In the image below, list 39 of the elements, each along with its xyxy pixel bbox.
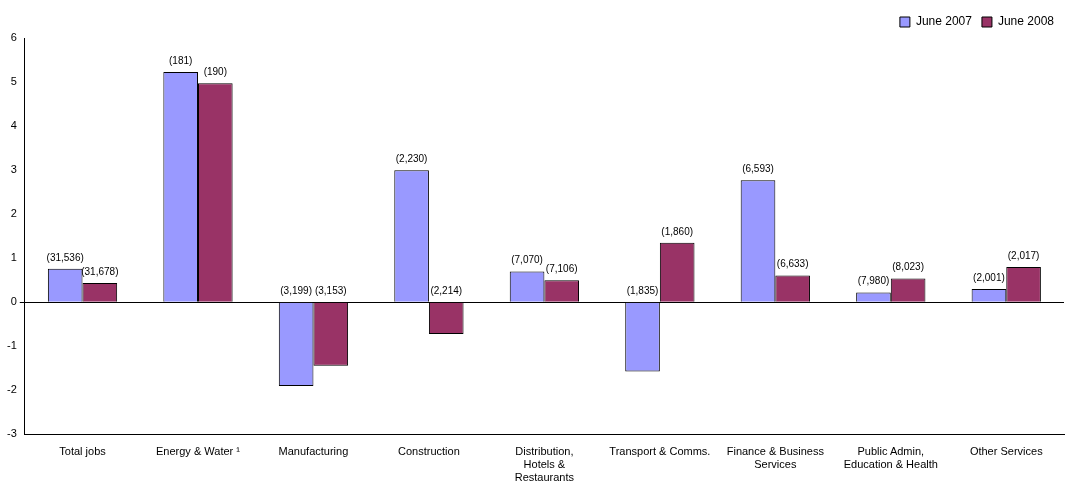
annotation: (1,835) — [626, 285, 659, 297]
annotation: (2,214) — [430, 285, 463, 297]
y-tick-label: -1 — [7, 339, 17, 352]
x-tick-label: Finance & Business Services — [726, 445, 825, 471]
annotation: (2,017) — [1007, 249, 1040, 261]
annotation: (6,593) — [742, 163, 774, 175]
x-tick-label: Manufacturing — [278, 445, 349, 458]
x-tick-label: Public Admin, Education & Health — [843, 445, 938, 471]
annotation: (2,001) — [973, 271, 1005, 283]
annotation: (190) — [203, 66, 227, 78]
legend-label: June 2007 — [915, 14, 973, 29]
annotation: (1,860) — [661, 225, 694, 237]
x-tick-label: Other Services — [969, 445, 1044, 458]
annotation: (31,536) — [46, 251, 84, 263]
y-tick-label: 0 — [10, 295, 17, 308]
y-tick-label: 1 — [10, 251, 17, 264]
annotation: (7,070) — [511, 254, 543, 266]
annotation: (8,023) — [892, 261, 924, 273]
y-tick-label: 4 — [10, 119, 17, 132]
annotation: (3,199) — [280, 285, 312, 297]
y-tick-label: 6 — [10, 31, 17, 44]
y-tick-label: -2 — [7, 383, 17, 396]
y-tick-label: -3 — [7, 427, 17, 440]
annotation: (31,678) — [81, 265, 119, 277]
y-tick-label: 2 — [10, 207, 17, 220]
annotation: (7,980) — [857, 275, 890, 287]
annotation: (3,153) — [314, 285, 347, 297]
y-tick-label: 3 — [10, 163, 17, 176]
annotation: (2,230) — [395, 152, 428, 164]
legend-label: June 2008 — [997, 14, 1055, 29]
annotation: (181) — [168, 54, 193, 66]
x-tick-label: Distribution, Hotels & Restaurants — [514, 445, 575, 484]
x-tick-label: Total jobs — [59, 445, 107, 458]
x-tick-label: Energy & Water ¹ — [156, 445, 241, 458]
x-tick-label: Transport & Comms. — [609, 445, 711, 458]
x-tick-label: Construction — [398, 445, 460, 458]
annotation: (6,633) — [776, 258, 809, 270]
y-tick-label: 5 — [10, 75, 17, 88]
annotation: (7,106) — [545, 262, 578, 274]
